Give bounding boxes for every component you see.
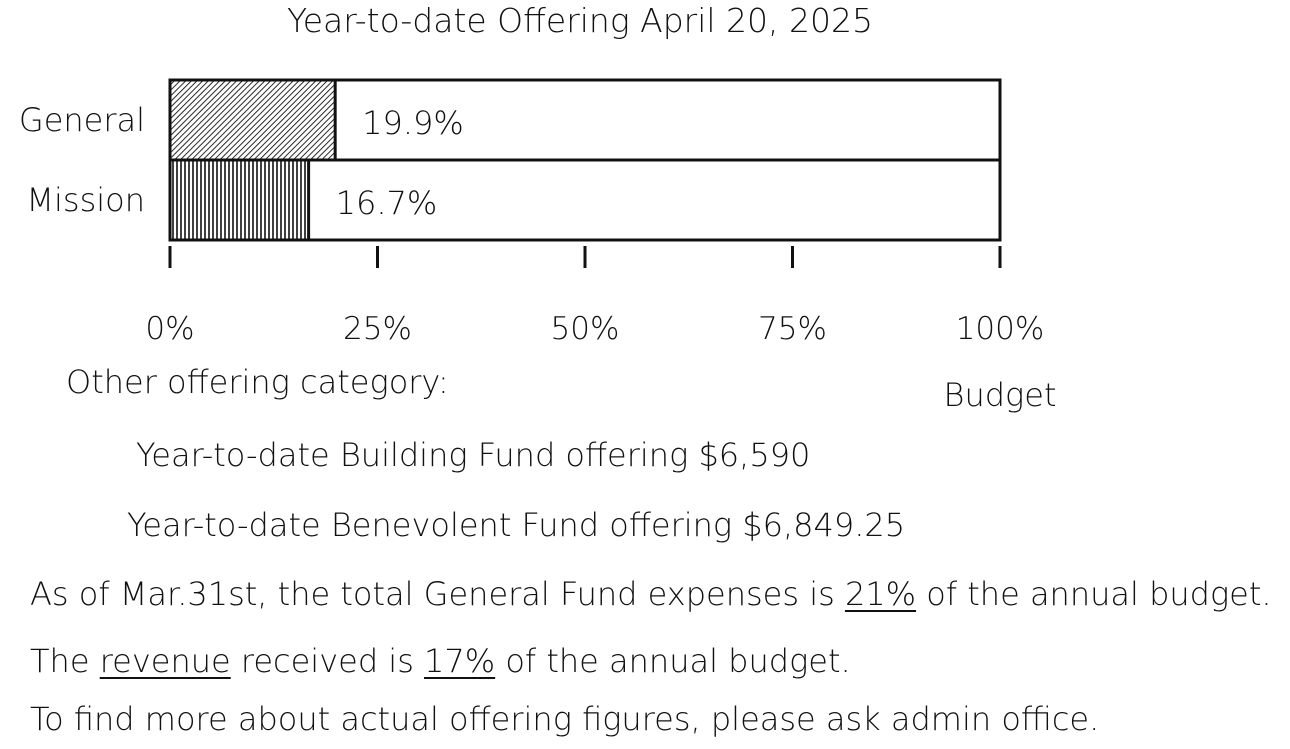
revenue-percent: 17% xyxy=(424,642,496,680)
bar-mission xyxy=(168,158,311,242)
chart-title: Year-to-date Offering April 20, 2025 xyxy=(286,1,874,40)
x-axis-label: Budget xyxy=(944,376,1057,414)
bar-general xyxy=(168,78,337,162)
revenue-text-start: The xyxy=(30,642,100,680)
revenue-text-mid: received is xyxy=(230,642,425,680)
expenses-percent: 21% xyxy=(844,575,917,613)
building-fund-line: Year-to-date Building Fund offering $6,5… xyxy=(136,436,811,474)
category-label-general: General xyxy=(19,101,145,139)
expenses-statement: As of Mar.31st, the total General Fund e… xyxy=(30,574,1272,614)
x-tick-label-100: 100% xyxy=(956,311,1045,347)
value-label-general: 19.9% xyxy=(362,104,464,142)
revenue-statement: The revenue received is 17% of the annua… xyxy=(30,641,851,681)
category-label-mission: Mission xyxy=(26,181,145,219)
revenue-word: revenue xyxy=(99,642,231,680)
value-label-mission: 16.7% xyxy=(336,184,438,222)
contact-note: To find more about actual offering figur… xyxy=(30,700,1100,738)
x-tick-label-75: 75% xyxy=(758,311,827,347)
offering-bar-chart: General 19.9% Mission 16.7% 0% 25% 50% 75% 100% B… xyxy=(19,78,1057,414)
benevolent-fund-line: Year-to-date Benevolent Fund offering $6… xyxy=(127,506,906,544)
x-tick-label-50: 50% xyxy=(551,311,620,347)
revenue-text-end: of the annual budget. xyxy=(495,642,851,680)
x-tick-label-25: 25% xyxy=(343,311,412,347)
expenses-text-start: As of Mar.31st, the total General Fund e… xyxy=(30,575,845,613)
x-tick-label-0: 0% xyxy=(145,311,194,347)
expenses-text-end: of the annual budget. xyxy=(916,575,1272,613)
other-offering-heading: Other offering category: xyxy=(66,363,449,401)
